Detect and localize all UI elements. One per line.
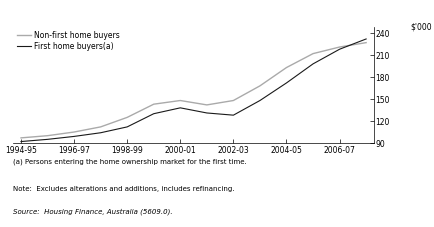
First home buyers(a) — [98, 131, 103, 134]
First home buyers(a) — [18, 140, 23, 143]
First home buyers(a) — [177, 106, 182, 109]
First home buyers(a) — [363, 38, 368, 40]
Non-first home buyers — [363, 41, 368, 44]
Y-axis label: $'000: $'000 — [409, 23, 431, 32]
First home buyers(a) — [124, 126, 129, 128]
First home buyers(a) — [71, 135, 76, 138]
Non-first home buyers — [204, 104, 209, 106]
First home buyers(a) — [151, 112, 156, 115]
Non-first home buyers — [124, 116, 129, 119]
First home buyers(a) — [204, 112, 209, 114]
Text: (a) Persons entering the home ownership market for the first time.: (a) Persons entering the home ownership … — [13, 159, 246, 165]
Non-first home buyers — [18, 136, 23, 139]
Text: Note:  Excludes alterations and additions, includes refinancing.: Note: Excludes alterations and additions… — [13, 186, 234, 192]
Non-first home buyers — [283, 66, 289, 69]
Non-first home buyers — [257, 84, 262, 87]
Line: Non-first home buyers: Non-first home buyers — [21, 43, 365, 138]
First home buyers(a) — [230, 114, 236, 116]
First home buyers(a) — [283, 81, 289, 84]
Non-first home buyers — [336, 46, 342, 48]
Text: Source:  Housing Finance, Australia (5609.0).: Source: Housing Finance, Australia (5609… — [13, 209, 172, 215]
Line: First home buyers(a): First home buyers(a) — [21, 39, 365, 142]
First home buyers(a) — [257, 99, 262, 102]
Non-first home buyers — [177, 99, 182, 102]
First home buyers(a) — [45, 138, 50, 141]
Non-first home buyers — [230, 99, 236, 102]
Non-first home buyers — [71, 131, 76, 133]
First home buyers(a) — [310, 62, 315, 65]
Non-first home buyers — [151, 103, 156, 106]
Legend: Non-first home buyers, First home buyers(a): Non-first home buyers, First home buyers… — [17, 31, 119, 51]
First home buyers(a) — [336, 48, 342, 51]
Non-first home buyers — [98, 126, 103, 128]
Non-first home buyers — [45, 134, 50, 137]
Non-first home buyers — [310, 52, 315, 55]
